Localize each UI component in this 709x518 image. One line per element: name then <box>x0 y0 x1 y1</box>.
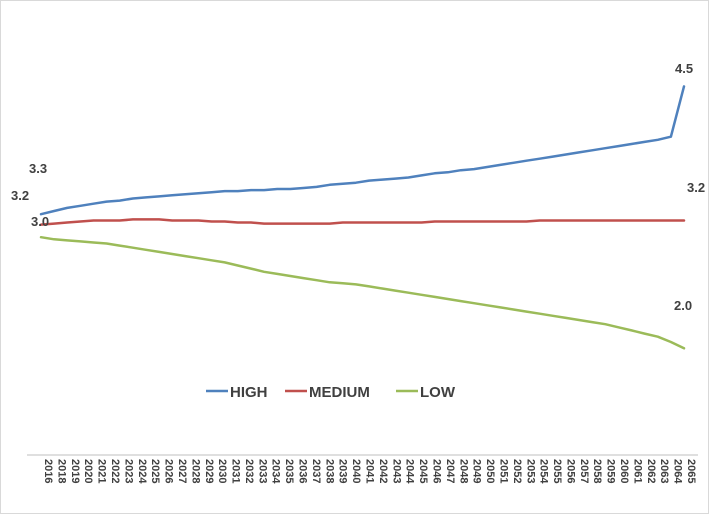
start-value-label-high: 3.3 <box>29 161 47 176</box>
x-tick-label: 2029 <box>203 459 215 483</box>
x-tick-label: 2016 <box>42 459 54 483</box>
end-value-label-medium: 3.2 <box>687 180 705 195</box>
x-tick-label: 2050 <box>484 459 496 483</box>
x-tick-label: 2020 <box>82 459 94 483</box>
x-tick-label: 2054 <box>538 459 550 484</box>
x-tick-label: 2038 <box>323 459 335 483</box>
x-tick-label: 2045 <box>417 459 429 483</box>
legend: HIGH MEDIUM LOW <box>206 384 456 401</box>
x-tick-label: 2037 <box>310 459 322 483</box>
x-tick-label: 2058 <box>591 459 603 483</box>
x-tick-label: 2041 <box>364 459 376 483</box>
x-tick-label: 2034 <box>270 459 282 484</box>
series-line-high <box>39 85 686 216</box>
x-tick-label: 2049 <box>471 459 483 483</box>
x-tick-label: 2053 <box>524 459 536 483</box>
legend-label-medium: MEDIUM <box>309 384 370 401</box>
x-tick-label: 2030 <box>216 459 228 483</box>
x-tick-label: 2063 <box>658 459 670 483</box>
x-tick-label: 2031 <box>230 459 242 483</box>
x-tick-label: 2023 <box>122 459 134 483</box>
series-line-low <box>39 235 686 350</box>
x-tick-label: 2019 <box>69 459 81 483</box>
x-tick-label: 2062 <box>645 459 657 483</box>
start-value-label-medium: 3.2 <box>11 188 29 203</box>
x-tick-label: 2061 <box>631 459 643 483</box>
series-lines <box>39 85 686 350</box>
series-line-medium <box>39 218 686 226</box>
x-tick-label: 2026 <box>163 459 175 483</box>
end-value-label-high: 4.5 <box>675 61 693 76</box>
x-tick-label: 2060 <box>618 459 630 483</box>
x-tick-label: 2051 <box>498 459 510 483</box>
x-tick-label: 2044 <box>404 459 416 484</box>
data-labels: 3.34.53.23.23.02.0 <box>11 61 705 313</box>
x-tick-label: 2040 <box>350 459 362 483</box>
x-tick-label: 2055 <box>551 459 563 483</box>
x-tick-label: 2065 <box>685 459 697 483</box>
x-tick-label: 2052 <box>511 459 523 483</box>
x-tick-label: 2047 <box>444 459 456 483</box>
legend-label-high: HIGH <box>230 384 268 401</box>
x-tick-label: 2028 <box>189 459 201 483</box>
x-tick-label: 2022 <box>109 459 121 483</box>
x-tick-label: 2043 <box>390 459 402 483</box>
x-tick-label: 2021 <box>96 459 108 483</box>
x-axis: 2016 2018 2019 2020 2021 2022 2023 2024 2025 2026… <box>27 454 698 484</box>
x-tick-label: 2059 <box>605 459 617 483</box>
start-value-label-low: 3.0 <box>31 214 49 229</box>
x-tick-label: 2025 <box>149 459 161 483</box>
x-tick-label: 2036 <box>297 459 309 483</box>
x-tick-label: 2033 <box>256 459 268 483</box>
x-tick-label: 2024 <box>136 459 148 484</box>
x-tick-label: 2039 <box>337 459 349 483</box>
x-tick-label: 2048 <box>457 459 469 483</box>
x-tick-label: 2046 <box>431 459 443 483</box>
end-value-label-low: 2.0 <box>674 298 692 313</box>
x-tick-label: 2057 <box>578 459 590 483</box>
x-tick-label: 2027 <box>176 459 188 483</box>
x-tick-label: 2018 <box>55 459 67 483</box>
x-tick-label: 2056 <box>564 459 576 483</box>
x-tick-label: 2032 <box>243 459 255 483</box>
legend-label-low: LOW <box>420 384 456 401</box>
x-tick-label: 2042 <box>377 459 389 483</box>
x-tick-label: 2035 <box>283 459 295 483</box>
x-tick-label: 2064 <box>672 459 684 484</box>
